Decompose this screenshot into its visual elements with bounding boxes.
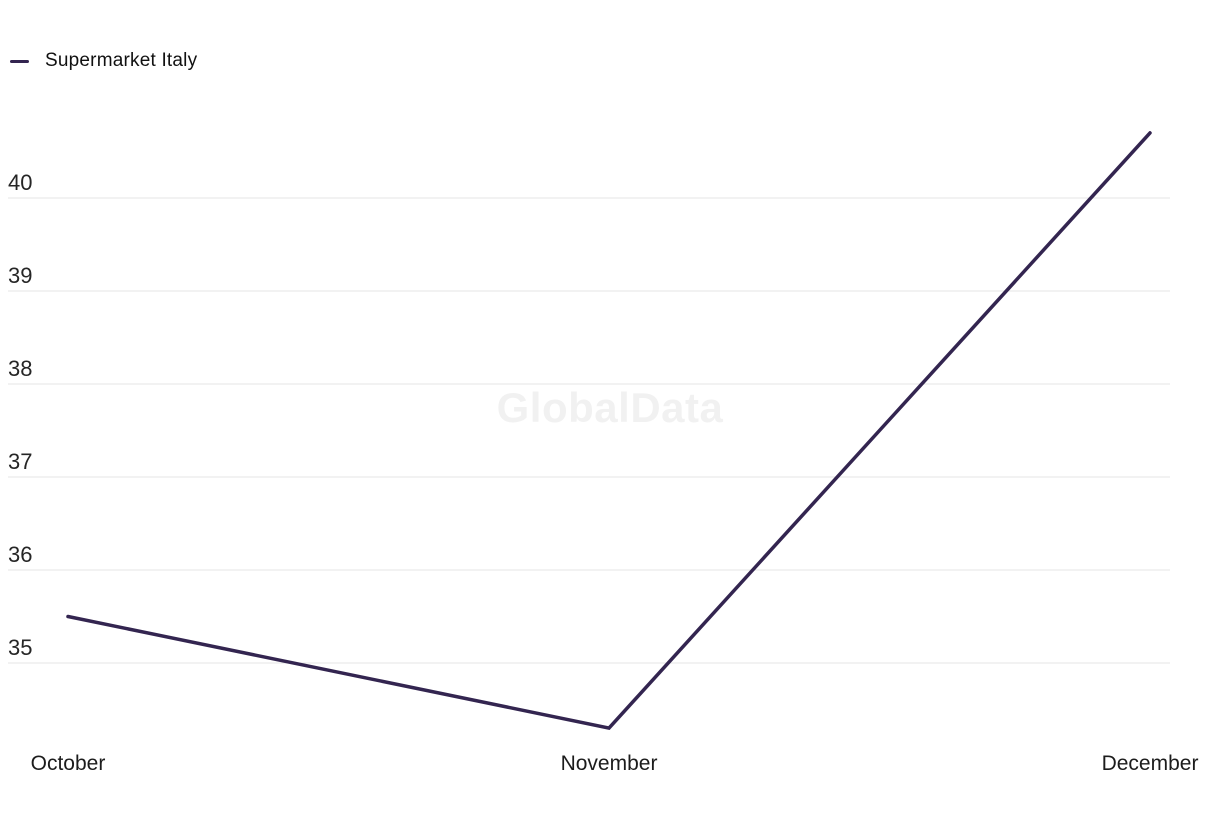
- y-tick-label: 36: [8, 542, 32, 567]
- x-axis-label: December: [1102, 752, 1199, 775]
- y-tick-label: 35: [8, 635, 32, 660]
- x-axis-label: November: [561, 752, 658, 775]
- x-axis-label: October: [31, 752, 106, 775]
- legend-label: Supermarket Italy: [45, 50, 198, 71]
- y-tick-label: 37: [8, 449, 32, 474]
- y-tick-label: 40: [8, 170, 32, 195]
- watermark: GlobalData: [496, 384, 724, 431]
- series-line: [66, 131, 1152, 731]
- y-tick-label: 38: [8, 356, 32, 381]
- legend-swatch-icon: [10, 59, 29, 63]
- legend-item[interactable]: Supermarket Italy: [10, 50, 197, 72]
- y-tick-label: 39: [8, 263, 32, 288]
